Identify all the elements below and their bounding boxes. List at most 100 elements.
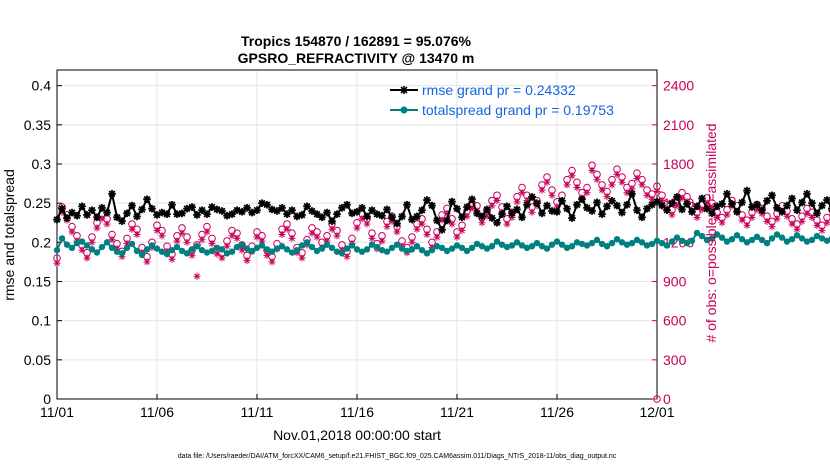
totalspread-point: [104, 239, 110, 245]
rmse-point: [823, 196, 830, 204]
obs-assimilated-point: [179, 230, 186, 237]
rmse-point: [393, 220, 401, 228]
totalspread-point: [729, 236, 735, 242]
legend-spread-marker: [401, 107, 408, 114]
obs-assimilated-point: [424, 231, 431, 238]
obs-assimilated-point: [379, 238, 386, 245]
obs-assimilated-point: [369, 235, 376, 242]
obs-assimilated-point: [279, 231, 286, 238]
rmse-point: [108, 190, 116, 198]
totalspread-point: [124, 245, 130, 251]
totalspread-point: [364, 246, 370, 252]
totalspread-point: [789, 236, 795, 242]
obs-assimilated-point: [69, 228, 76, 235]
rmse-point: [788, 195, 796, 203]
totalspread-point: [139, 252, 145, 258]
y-left-tick-label: 0.4: [32, 78, 52, 94]
totalspread-point: [134, 248, 140, 254]
y-right-tick-label: 2100: [663, 117, 694, 133]
totalspread-point: [689, 238, 695, 244]
legend-spread-label: totalspread grand pr = 0.19753: [422, 102, 614, 118]
totalspread-point: [259, 242, 265, 248]
totalspread-point: [174, 244, 180, 250]
totalspread-point: [429, 247, 435, 253]
obs-assimilated-point: [749, 214, 756, 221]
totalspread-point: [734, 232, 740, 238]
totalspread-point: [809, 237, 815, 243]
rmse-point: [808, 199, 816, 207]
rmse-point: [138, 206, 146, 214]
rmse-point: [428, 202, 436, 210]
rmse-point: [618, 209, 626, 217]
x-axis-label: Nov.01,2018 00:00:00 start: [273, 427, 441, 443]
totalspread-point: [129, 241, 135, 247]
rmse-point: [553, 208, 561, 216]
rmse-point: [418, 206, 426, 214]
obs-assimilated-point: [54, 260, 61, 267]
obs-assimilated-point: [574, 184, 581, 191]
x-tick-label: 11/16: [340, 404, 374, 420]
obs-assimilated-point: [744, 222, 751, 229]
rmse-point: [483, 206, 491, 214]
rmse-point: [278, 204, 286, 212]
obs-assimilated-point: [184, 239, 191, 246]
totalspread-point: [219, 246, 225, 252]
rmse-point: [478, 213, 486, 221]
rmse-point: [813, 210, 821, 218]
obs-assimilated-point: [544, 179, 551, 186]
obs-assimilated-point: [134, 231, 141, 238]
obs-assimilated-point: [819, 227, 826, 234]
totalspread-point: [164, 251, 170, 257]
rmse-point: [633, 206, 641, 214]
rmse-point: [668, 199, 676, 207]
obs-assimilated-point: [219, 255, 226, 262]
rmse-point: [383, 206, 391, 214]
rmse-point: [613, 202, 621, 210]
rmse-point: [168, 201, 176, 209]
obs-assimilated-point: [169, 256, 176, 263]
totalspread-point: [414, 243, 420, 249]
y-left-tick-label: 0.05: [24, 352, 51, 368]
rmse-point: [493, 219, 501, 227]
totalspread-point: [769, 235, 775, 241]
obs-assimilated-point: [774, 215, 781, 222]
totalspread-point: [194, 243, 200, 249]
obs-assimilated-point: [254, 234, 261, 241]
rmse-point: [163, 210, 171, 218]
rmse-point: [778, 208, 786, 216]
rmse-point: [628, 190, 636, 198]
obs-assimilated-point: [529, 209, 536, 216]
y-left-tick-label: 0.15: [24, 274, 51, 290]
obs-assimilated-point: [609, 181, 616, 188]
obs-assimilated-point: [419, 221, 426, 228]
obs-assimilated-point: [594, 176, 601, 183]
rmse-point: [123, 210, 131, 218]
totalspread-point: [489, 243, 495, 249]
totalspread-point: [99, 244, 105, 250]
y-axis-left-label: rmse and totalspread: [1, 169, 17, 301]
chart-title-line1: Tropics 154870 / 162891 = 95.076%: [241, 33, 472, 49]
totalspread-point: [339, 250, 345, 256]
obs-assimilated-point: [329, 226, 336, 233]
obs-assimilated-point: [269, 258, 276, 265]
obs-assimilated-point: [644, 192, 651, 199]
rmse-point: [438, 226, 446, 234]
obs-assimilated-point: [289, 235, 296, 242]
totalspread-point: [109, 245, 115, 251]
rmse-point: [343, 201, 351, 209]
rmse-point: [798, 199, 806, 207]
rmse-point: [468, 195, 476, 203]
y-right-tick-label: 300: [663, 352, 687, 368]
totalspread-point: [609, 240, 615, 246]
obs-assimilated-point: [634, 175, 641, 182]
rmse-point: [578, 195, 586, 203]
legend-rmse-marker: [400, 86, 408, 94]
rmse-point: [663, 206, 671, 214]
obs-assimilated-point: [204, 228, 211, 235]
rmse-point: [148, 205, 156, 213]
rmse-point: [513, 206, 521, 214]
rmse-point: [128, 202, 136, 210]
obs-assimilated-point: [394, 228, 401, 235]
rmse-point: [188, 203, 196, 211]
